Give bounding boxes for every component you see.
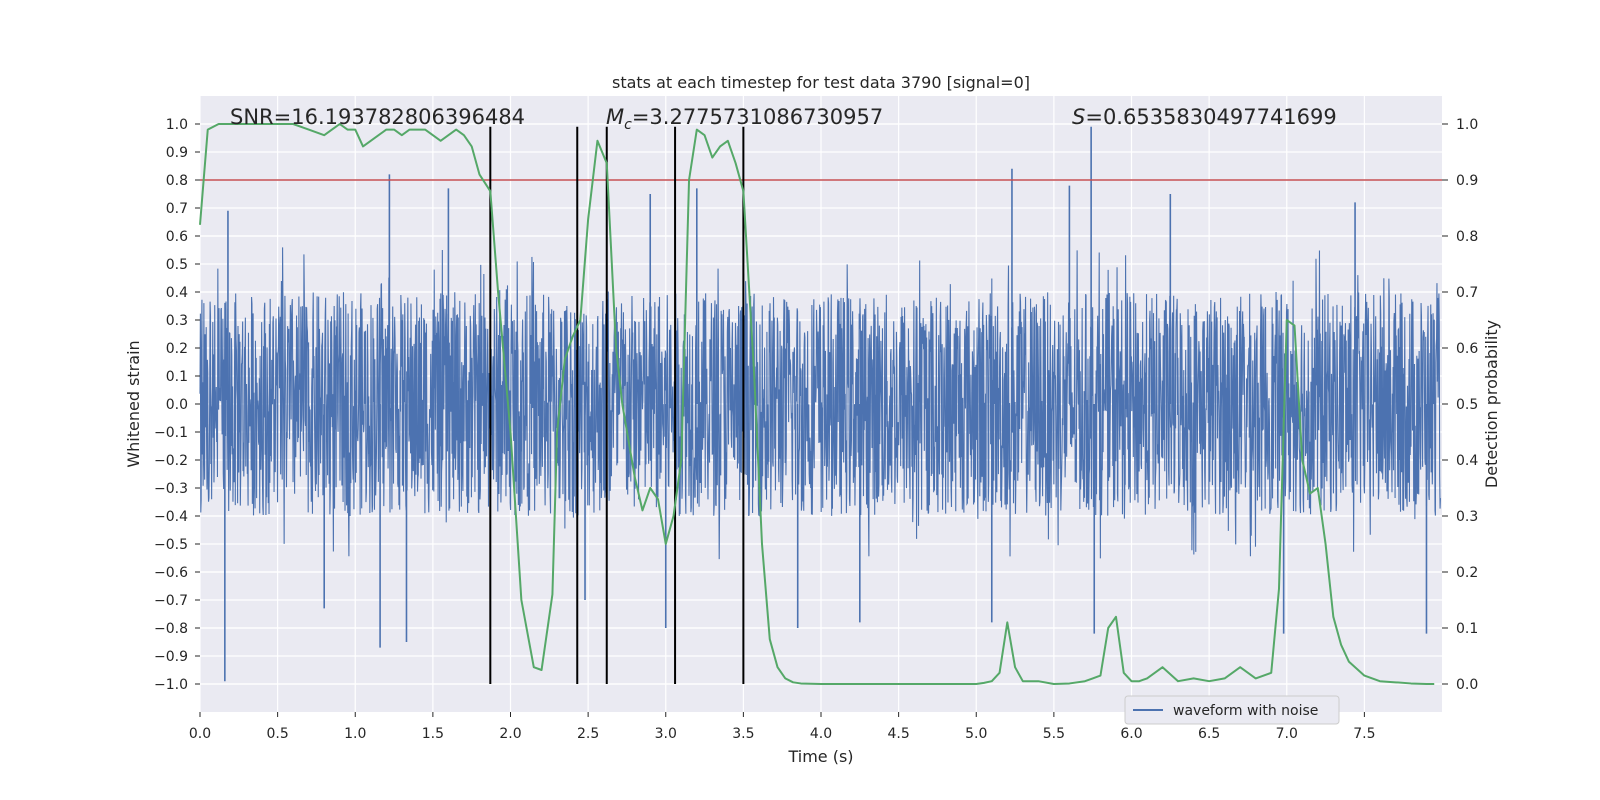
x-tick-label: 2.5 [577,726,599,742]
y-right-tick-label: 0.5 [1456,397,1478,413]
y-right-tick-label: 0.9 [1456,173,1478,189]
y-left-tick-label: −0.3 [154,481,188,497]
y-left-tick-label: 0.6 [166,229,188,245]
legend-box [1124,695,1340,725]
overlay-lines [200,126,1442,684]
x-tick-label: 7.5 [1353,726,1375,742]
x-tick-label: 0.0 [189,726,211,742]
y-left-tick-label: 0.9 [166,145,188,161]
x-tick-label: 6.0 [1120,726,1142,742]
y-left-tick-label: 0.0 [166,397,188,413]
s-annotation: S=0.6535830497741699 [1072,105,1337,129]
y-right-tick-label: 1.0 [1456,117,1478,133]
y-axis-right-title: Detection probability [1482,320,1501,488]
y-right-tick-label: 0.3 [1456,509,1478,525]
y-left-tick-label: −0.7 [154,593,188,609]
waveform-series [199,126,1441,682]
y-left-tick-label: 0.4 [166,285,188,301]
x-tick-label: 0.5 [266,726,288,742]
y-left-tick-label: −0.2 [154,453,188,469]
y-left-tick-label: −0.9 [154,649,188,665]
y-right-tick-label: 0.1 [1456,621,1478,637]
x-tick-label: 4.0 [810,726,832,742]
y-left-tick-label: −0.1 [154,425,188,441]
x-tick-label: 1.5 [422,726,444,742]
y-left-tick-label: 0.7 [166,201,188,217]
probability-line [199,123,1435,685]
axis-ticks: 0.0 0.5 1.0 1.5 2.0 2.5 3.0 3.5 4.0 4.5 5.0 5.5 6.0 6… [154,117,1478,742]
chart-title: stats at each timestep for test data 379… [612,73,1030,92]
mc-value: =3.2775731086730957 [632,105,883,129]
y-left-tick-label: 0.3 [166,313,188,329]
y-left-tick-label: 0.1 [166,369,188,385]
y-right-tick-label: 0.6 [1456,341,1478,357]
legend-label: waveform with noise [1173,703,1318,719]
y-left-tick-label: −1.0 [154,677,188,693]
y-left-tick-label: −0.4 [154,509,188,525]
y-left-tick-label: 0.2 [166,341,188,357]
y-left-tick-label: 1.0 [166,117,188,133]
y-right-tick-label: 0.2 [1456,565,1478,581]
y-right-tick-label: 0.7 [1456,285,1478,301]
mc-subscript: c [624,117,632,133]
snr-annotation: SNR=16.193782806396484 [230,105,525,129]
x-tick-label: 3.0 [655,726,677,742]
s-symbol: S [1072,105,1085,129]
y-left-tick-label: 0.5 [166,257,188,273]
s-value: =0.6535830497741699 [1085,105,1336,129]
x-tick-label: 5.0 [965,726,987,742]
y-right-tick-label: 0.4 [1456,453,1478,469]
y-right-tick-label: 0.0 [1456,677,1478,693]
legend: waveform with noise [1124,695,1340,725]
x-tick-label: 1.0 [344,726,366,742]
mc-symbol: M [606,105,624,129]
x-tick-label: 6.5 [1198,726,1220,742]
y-left-tick-label: −0.5 [154,537,188,553]
waveform-line [199,247,1441,560]
mc-annotation: Mc=3.2775731086730957 [606,105,883,133]
probability-series [199,123,1435,685]
y-left-tick-label: 0.8 [166,173,188,189]
x-axis-title: Time (s) [787,747,853,766]
x-tick-label: 2.0 [499,726,521,742]
y-right-tick-label: 0.8 [1456,229,1478,245]
x-tick-label: 4.5 [887,726,909,742]
x-tick-label: 3.5 [732,726,754,742]
x-tick-label: 7.0 [1276,726,1298,742]
y-left-tick-label: −0.8 [154,621,188,637]
y-left-tick-label: −0.6 [154,565,188,581]
y-axis-left-title: Whitened strain [124,340,143,467]
x-tick-label: 5.5 [1043,726,1065,742]
